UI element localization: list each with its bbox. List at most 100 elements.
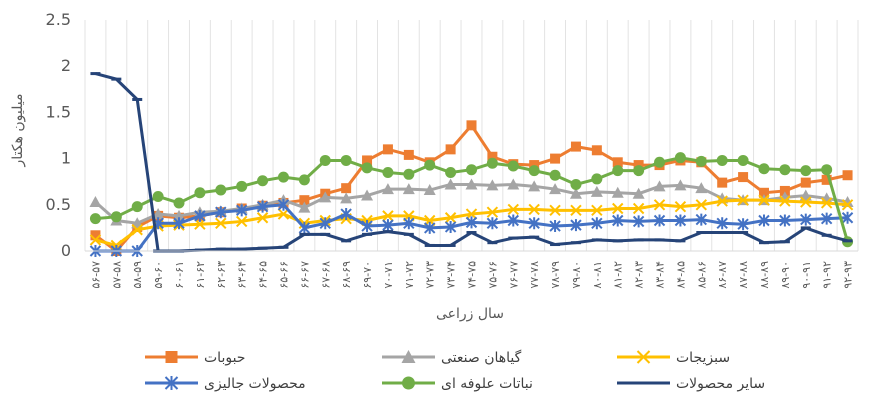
data-point	[674, 214, 687, 227]
data-point	[90, 230, 101, 241]
data-point	[612, 165, 624, 177]
x-tick-label: ۵۶-۵۷	[89, 261, 102, 289]
legend-label: حبوبات	[204, 350, 245, 366]
data-point	[632, 202, 645, 215]
data-point	[236, 180, 248, 192]
y-tick-label: 0.5	[46, 195, 71, 214]
data-point	[695, 155, 707, 167]
data-point	[403, 168, 415, 180]
data-point	[695, 199, 708, 211]
x-tick-label: ۹۰-۹۱	[800, 261, 813, 289]
x-tick-label: ۸۶-۸۷	[716, 261, 729, 289]
x-tick-label: ۹۲-۹۳	[842, 261, 855, 289]
x-tick-label: ۷۳-۷۴	[445, 261, 458, 289]
data-point	[487, 151, 498, 162]
data-point	[717, 177, 728, 188]
data-point	[382, 144, 393, 155]
data-point	[445, 166, 457, 178]
x-tick-label: ۶۷-۶۸	[319, 261, 332, 289]
data-point	[319, 191, 332, 203]
data-point	[131, 201, 143, 213]
data-point	[800, 213, 812, 226]
data-point	[758, 187, 769, 198]
legend-label: محصولات جالیزی	[204, 376, 306, 392]
data-point	[194, 187, 206, 199]
x-tick-label: ۸۹-۹۰	[779, 261, 792, 289]
legend-item: گیاهان صنعتی	[382, 349, 522, 366]
x-tick-label: ۷۶-۷۷	[507, 261, 520, 289]
y-tick-label: 1	[61, 149, 71, 168]
data-point	[298, 221, 311, 234]
data-point	[716, 154, 728, 166]
x-tick-label: ۶۵-۶۶	[277, 261, 290, 289]
data-point	[235, 215, 248, 228]
legend: حبوبات گیاهان صنعتی سبزیجات محصولات جالیزی ن…	[145, 349, 765, 392]
data-point	[633, 160, 644, 171]
x-axis-ticks: ۵۶-۵۷ ۵۷-۵۸ ۵۸-۵۹ ۵۹-۶۰ ۶۰-۶۱ ۶۱-۶۲ ۶۲-۶۳ ۶۳-۶۴…	[89, 261, 854, 289]
data-point	[841, 211, 854, 224]
data-point	[277, 171, 289, 183]
data-point	[466, 120, 477, 131]
data-point	[486, 206, 499, 218]
data-point	[570, 204, 582, 217]
data-point	[89, 213, 101, 225]
data-point	[611, 186, 624, 198]
x-tick-label: ۷۲-۷۳	[424, 261, 437, 289]
data-point	[507, 178, 520, 190]
data-point	[549, 183, 562, 195]
legend-marker	[165, 351, 178, 363]
data-point	[737, 154, 749, 166]
data-point	[341, 183, 352, 194]
data-point	[716, 217, 728, 230]
data-point	[444, 212, 457, 224]
x-tick-label: ۷۷-۷۸	[528, 261, 541, 289]
data-point	[110, 211, 122, 223]
data-point	[779, 185, 790, 196]
y-tick-label: 2	[61, 56, 71, 75]
legend-item: حبوبات	[145, 350, 245, 366]
data-point	[550, 153, 561, 164]
data-point	[674, 200, 687, 213]
data-point	[591, 173, 603, 185]
legend-item: محصولات جالیزی	[145, 376, 306, 392]
data-point	[758, 214, 770, 227]
data-point	[507, 203, 519, 216]
legend-item: نباتات علوفه ای	[382, 376, 533, 392]
x-tick-label: ۷۵-۷۶	[486, 261, 499, 289]
legend-marker	[402, 376, 415, 390]
legend-label: سایر محصولات	[676, 376, 765, 392]
data-point	[591, 217, 603, 230]
data-point	[632, 215, 645, 228]
x-tick-label: ۶۶-۶۷	[298, 261, 311, 289]
data-point	[758, 194, 770, 206]
x-tick-label: ۶۹-۷۰	[361, 261, 374, 289]
x-tick-label: ۸۱-۸۲	[612, 261, 625, 289]
data-point	[549, 169, 561, 181]
data-point	[695, 213, 708, 226]
data-point	[800, 177, 811, 188]
data-point	[841, 199, 854, 211]
data-point	[173, 209, 186, 221]
x-tick-label: ۷۰-۷۱	[382, 261, 395, 289]
data-point	[529, 160, 540, 171]
data-point	[653, 199, 666, 211]
data-point	[194, 209, 206, 222]
data-point	[235, 204, 248, 217]
data-point	[361, 189, 374, 201]
data-point	[465, 208, 478, 220]
data-point	[424, 159, 436, 171]
legend-marker	[636, 350, 651, 364]
data-point	[591, 145, 602, 156]
data-point	[820, 197, 833, 209]
x-tick-label: ۹۱-۹۲	[821, 261, 834, 289]
grid-lines	[84, 20, 859, 251]
series-layer	[89, 72, 854, 257]
data-point	[486, 157, 498, 169]
data-point	[632, 187, 645, 199]
data-point	[779, 164, 791, 176]
data-point	[89, 234, 102, 246]
data-point	[319, 217, 331, 230]
data-point	[779, 195, 791, 207]
